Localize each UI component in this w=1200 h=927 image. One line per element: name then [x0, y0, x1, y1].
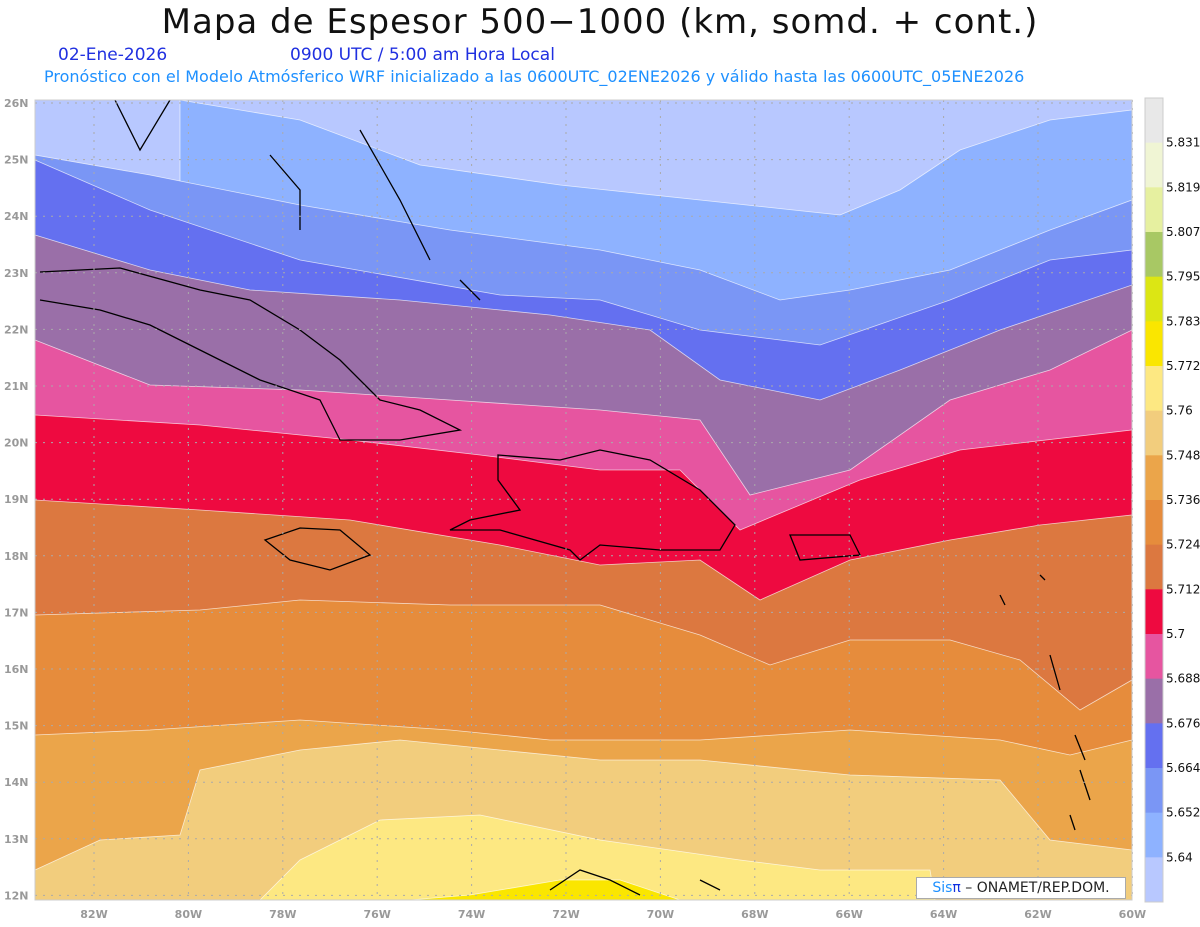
colorbar-label: 5.688 — [1166, 672, 1200, 686]
colorbar-swatch — [1145, 589, 1163, 635]
lon-label: 70W — [647, 908, 674, 921]
colorbar-label: 5.819 — [1166, 180, 1200, 194]
colorbar-label: 5.652 — [1166, 806, 1200, 820]
lat-label: 25N — [4, 154, 29, 167]
lon-label: 66W — [835, 908, 862, 921]
colorbar-swatch — [1145, 723, 1163, 769]
contour-bands — [34, 99, 1133, 901]
coastline-puerto-rico — [789, 534, 862, 561]
lat-label: 13N — [4, 833, 29, 846]
colorbar-label: 5.676 — [1166, 716, 1200, 730]
colorbar-swatch — [1145, 142, 1163, 188]
lat-label: 20N — [4, 437, 29, 450]
colorbar-swatch — [1145, 857, 1163, 903]
lat-label: 14N — [4, 776, 29, 789]
lat-label: 22N — [4, 323, 29, 336]
colorbar-swatch — [1145, 321, 1163, 367]
colorbar-swatch — [1145, 500, 1163, 546]
lat-label: 19N — [4, 493, 29, 506]
map-title: Mapa de Espesor 500−1000 (km, somd. + co… — [161, 2, 1039, 42]
coastline-lesser-antilles — [999, 574, 1091, 831]
lat-label: 23N — [4, 267, 29, 280]
colorbar-swatch — [1145, 812, 1163, 858]
colorbar-swatch — [1145, 98, 1163, 144]
colorbar-label: 5.724 — [1166, 538, 1200, 552]
lat-label: 16N — [4, 663, 29, 676]
lat-label: 18N — [4, 550, 29, 563]
coastline-cuba — [39, 267, 463, 441]
colorbar-swatch — [1145, 678, 1163, 724]
lat-label: 21N — [4, 380, 29, 393]
lat-label: 15N — [4, 720, 29, 733]
lon-label: 72W — [552, 908, 579, 921]
lon-label: 80W — [175, 908, 202, 921]
colorbar-swatch — [1145, 232, 1163, 278]
colorbar-label: 5.783 — [1166, 314, 1200, 328]
lon-label: 76W — [363, 908, 390, 921]
lon-label: 60W — [1119, 908, 1146, 921]
colorbar-label: 5.807 — [1166, 225, 1200, 239]
forecast-time: 0900 UTC / 5:00 am Hora Local — [290, 45, 555, 65]
lat-label: 12N — [4, 889, 29, 902]
map-frame — [34, 99, 1133, 901]
coastline-hispaniola — [449, 449, 736, 561]
coastline-south-america — [549, 869, 721, 896]
colorbar-swatch — [1145, 366, 1163, 412]
lon-label: 74W — [458, 908, 485, 921]
colorbar-swatch — [1145, 544, 1163, 590]
lat-label: 17N — [4, 606, 29, 619]
colorbar-label: 5.64 — [1166, 850, 1193, 864]
logo-sis: Sis — [932, 880, 953, 896]
colorbar-frame — [1144, 97, 1164, 903]
colorbar-label: 5.831 — [1166, 136, 1200, 150]
colorbar-label: 5.772 — [1166, 359, 1200, 373]
colorbar-swatch — [1145, 455, 1163, 501]
lon-label: 62W — [1024, 908, 1051, 921]
forecast-date: 02-Ene-2026 — [58, 45, 168, 65]
colorbar-swatch — [1145, 187, 1163, 233]
colorbar-label: 5.664 — [1166, 761, 1200, 775]
colorbar-label: 5.748 — [1166, 448, 1200, 462]
lon-label: 82W — [80, 908, 107, 921]
lon-label: 78W — [269, 908, 296, 921]
coastline-jamaica — [263, 527, 372, 571]
grid-lines — [34, 99, 1133, 901]
coastlines — [39, 99, 1091, 896]
coastline-bahamas — [114, 99, 481, 301]
colorbar-swatch — [1145, 276, 1163, 322]
colorbar-label: 5.7 — [1166, 627, 1185, 641]
colorbar-label: 5.795 — [1166, 270, 1200, 284]
colorbar-label: 5.712 — [1166, 582, 1200, 596]
colorbar-swatch — [1145, 410, 1163, 456]
onamet-logo: Sisπ – ONAMET/REP.DOM. — [916, 877, 1126, 899]
colorbar-label: 5.76 — [1166, 404, 1193, 418]
logo-text: – ONAMET/REP.DOM. — [960, 880, 1110, 896]
colorbar-swatch — [1145, 768, 1163, 814]
lat-label: 24N — [4, 210, 29, 223]
lon-label: 68W — [741, 908, 768, 921]
forecast-subtitle: Pronóstico con el Modelo Atmósferico WRF… — [44, 67, 1025, 86]
colorbar-swatch — [1145, 634, 1163, 680]
logo-pi: π — [952, 880, 961, 896]
lon-label: 64W — [930, 908, 957, 921]
lat-label: 26N — [4, 97, 29, 110]
colorbar: 5.831 5.819 5.807 5.795 5.783 5.772 5.76 5.748 5… — [1144, 97, 1200, 903]
axis-labels: 26N 25N 24N 23N 22N 21N 20N 19N 18N 17N 16N 15N 14N 1… — [4, 97, 1146, 921]
colorbar-label: 5.736 — [1166, 493, 1200, 507]
